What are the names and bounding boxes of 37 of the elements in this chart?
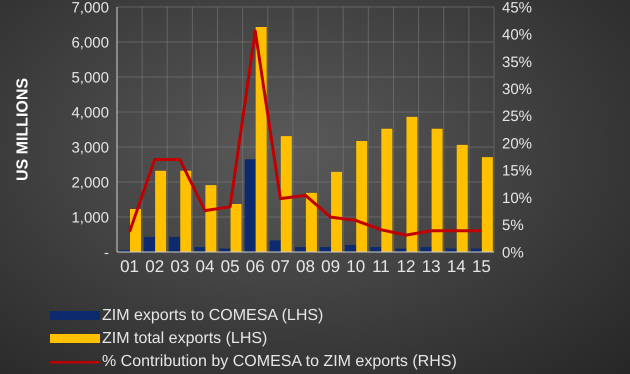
x-tick-label: 01 — [120, 257, 140, 276]
x-tick-label: 02 — [145, 257, 164, 276]
y2-tick-label: 45% — [502, 0, 532, 16]
y-tick-label: 6,000 — [71, 34, 109, 52]
x-tick-label: 06 — [246, 257, 265, 276]
legend-label: % Contribution by COMESA to ZIM exports (RHS) — [102, 352, 457, 372]
x-tick-label: 11 — [372, 257, 390, 276]
y2-tick-label: 0% — [502, 244, 524, 262]
y-tick-label: 3,000 — [71, 139, 109, 156]
y-tick-label: 5,000 — [71, 69, 109, 86]
y-tick-label: 4,000 — [71, 104, 109, 122]
x-tick-label: 08 — [296, 257, 315, 276]
y-tick-label: - — [104, 244, 109, 262]
x-tick-label: 09 — [321, 257, 340, 276]
y2-tick-label: 15% — [502, 162, 532, 180]
x-tick-label: 04 — [196, 257, 214, 276]
y2-tick-label: 5% — [502, 217, 524, 234]
x-tick-label: 10 — [346, 257, 366, 276]
y2-tick-label: 30% — [502, 80, 532, 98]
y-tick-label: 2,000 — [71, 174, 109, 192]
y-axis-title: US MILLIONS — [14, 78, 32, 182]
y2-tick-label: 25% — [502, 108, 532, 126]
x-tick-label: 15 — [472, 257, 491, 276]
legend-label: ZIM total exports (LHS) — [102, 329, 268, 349]
x-tick-label: 05 — [220, 257, 240, 276]
x-tick-label: 14 — [446, 257, 466, 276]
x-tick-label: 07 — [270, 257, 290, 276]
y2-tick-label: 20% — [502, 135, 532, 152]
x-tick-label: 13 — [422, 257, 441, 276]
y-tick-label: 1,000 — [71, 209, 109, 226]
y2-tick-label: 40% — [502, 26, 532, 44]
y-tick-label: 7,000 — [71, 0, 109, 16]
y2-tick-label: 10% — [502, 190, 532, 207]
x-tick-label: 12 — [396, 257, 416, 276]
y2-tick-label: 35% — [502, 54, 532, 71]
x-tick-label: 03 — [170, 257, 190, 276]
legend-label: ZIM exports to COMESA (LHS) — [102, 306, 324, 326]
